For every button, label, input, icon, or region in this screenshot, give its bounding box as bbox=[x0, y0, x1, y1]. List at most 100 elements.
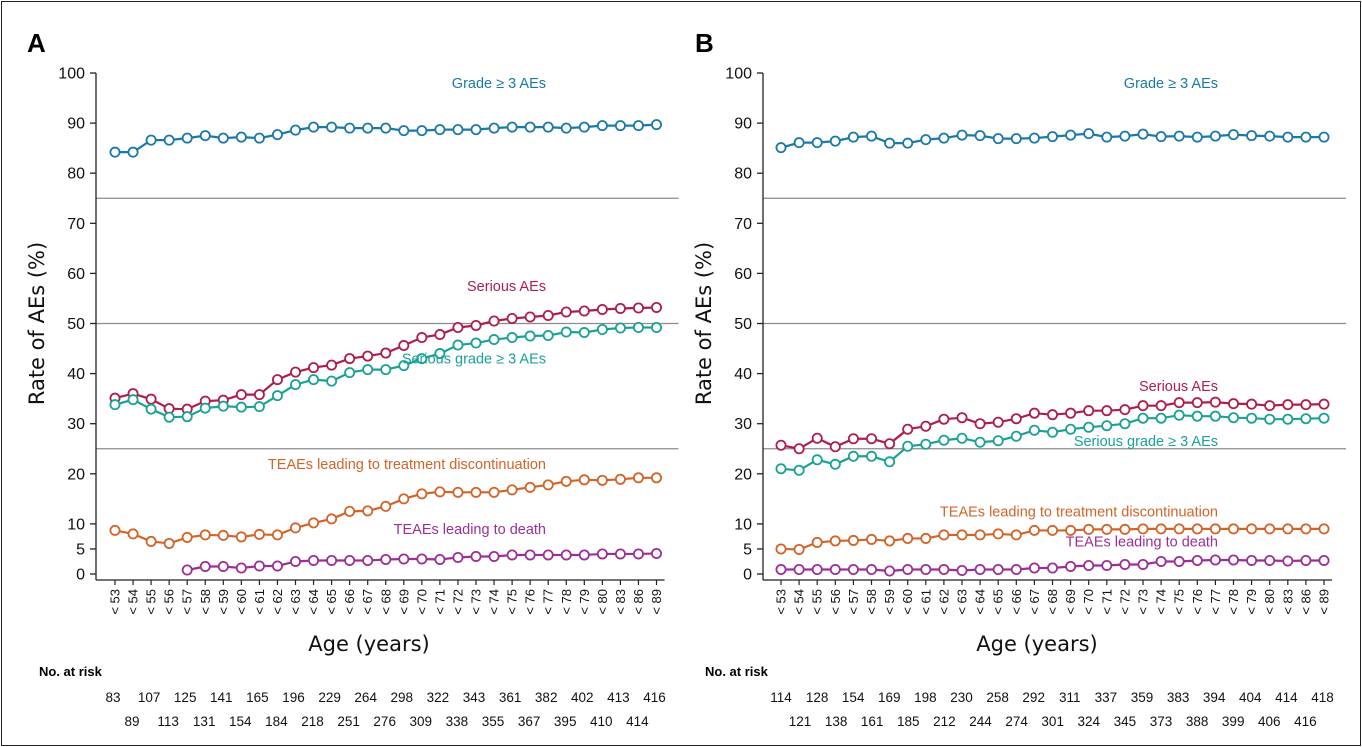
data-point bbox=[199, 560, 211, 572]
risk-value: 359 bbox=[1131, 690, 1154, 705]
data-point bbox=[163, 411, 175, 423]
y-tick-label: 60 bbox=[734, 266, 752, 283]
risk-value: 244 bbox=[969, 714, 992, 729]
data-point bbox=[253, 132, 265, 144]
data-point bbox=[145, 134, 157, 146]
x-tick-label: < 68 bbox=[378, 589, 393, 615]
data-point bbox=[596, 120, 608, 132]
data-point bbox=[829, 563, 841, 575]
data-point bbox=[1028, 132, 1040, 144]
data-point bbox=[938, 529, 950, 541]
x-tick-label: < 78 bbox=[1226, 589, 1241, 615]
data-point bbox=[992, 435, 1004, 447]
x-tick-label: < 73 bbox=[1136, 589, 1151, 615]
risk-value: 311 bbox=[1059, 690, 1081, 705]
x-tick-label: < 69 bbox=[1063, 589, 1078, 615]
data-point bbox=[884, 137, 896, 149]
risk-value: 418 bbox=[1311, 690, 1334, 705]
risk-value: 414 bbox=[626, 714, 649, 729]
risk-value: 196 bbox=[282, 690, 305, 705]
data-point bbox=[1137, 128, 1149, 140]
data-point bbox=[253, 560, 265, 572]
data-point bbox=[289, 366, 301, 378]
x-tick-label: < 55 bbox=[810, 589, 825, 615]
risk-value: 229 bbox=[318, 690, 341, 705]
data-point bbox=[866, 130, 878, 142]
data-point bbox=[524, 549, 536, 561]
data-point bbox=[811, 454, 823, 466]
data-point bbox=[452, 486, 464, 498]
data-point bbox=[1119, 558, 1131, 570]
data-point bbox=[829, 458, 841, 470]
data-point bbox=[452, 124, 464, 136]
risk-value: 414 bbox=[1275, 690, 1298, 705]
data-point bbox=[1228, 554, 1240, 566]
data-point bbox=[902, 137, 914, 149]
data-point bbox=[938, 132, 950, 144]
risk-value: 309 bbox=[410, 714, 433, 729]
data-point bbox=[181, 564, 193, 576]
data-point bbox=[1264, 130, 1276, 142]
series-label: Serious AEs bbox=[467, 279, 546, 295]
data-point bbox=[398, 553, 410, 565]
x-tick-label: < 70 bbox=[414, 589, 429, 615]
risk-value: 345 bbox=[1114, 714, 1137, 729]
data-point bbox=[920, 420, 932, 432]
data-point bbox=[253, 389, 265, 401]
data-point bbox=[398, 340, 410, 352]
x-tick-label: < 76 bbox=[1190, 589, 1205, 615]
data-point bbox=[308, 374, 320, 386]
data-point bbox=[1300, 399, 1312, 411]
data-point bbox=[344, 554, 356, 566]
y-tick-label: 0 bbox=[76, 567, 85, 584]
data-point bbox=[1101, 420, 1113, 432]
series-2: Serious grade ≥ 3 AEs bbox=[775, 409, 1330, 476]
data-point bbox=[1246, 523, 1258, 535]
risk-value: 399 bbox=[1222, 714, 1245, 729]
data-point bbox=[1010, 133, 1022, 145]
risk-value: 395 bbox=[554, 714, 577, 729]
x-tick-label: < 79 bbox=[577, 589, 592, 615]
data-point bbox=[884, 438, 896, 450]
data-point bbox=[506, 312, 518, 324]
data-point bbox=[1282, 413, 1294, 425]
data-point bbox=[253, 528, 265, 540]
series-2: Serious grade ≥ 3 AEs bbox=[109, 322, 663, 423]
x-tick-label: < 69 bbox=[396, 589, 411, 615]
data-point bbox=[452, 339, 464, 351]
data-point bbox=[326, 375, 338, 387]
data-point bbox=[380, 553, 392, 565]
data-point bbox=[434, 553, 446, 565]
data-point bbox=[1209, 396, 1221, 408]
data-point bbox=[1101, 131, 1113, 143]
y-tick-label: 10 bbox=[67, 516, 85, 533]
y-tick-label: 80 bbox=[67, 166, 85, 183]
data-point bbox=[326, 121, 338, 133]
data-point bbox=[271, 374, 283, 386]
data-point bbox=[992, 416, 1004, 428]
risk-table-title: No. at risk bbox=[39, 664, 103, 679]
data-point bbox=[1209, 130, 1221, 142]
data-point bbox=[920, 563, 932, 575]
risk-value: 251 bbox=[337, 714, 360, 729]
data-point bbox=[542, 330, 554, 342]
series-1: Serious AEs bbox=[775, 379, 1330, 455]
data-point bbox=[793, 464, 805, 476]
data-point bbox=[1264, 554, 1276, 566]
risk-value: 264 bbox=[354, 690, 377, 705]
data-point bbox=[1173, 409, 1185, 421]
data-point bbox=[902, 423, 914, 435]
data-point bbox=[992, 563, 1004, 575]
data-point bbox=[217, 529, 229, 541]
series-line bbox=[780, 414, 1325, 472]
data-point bbox=[434, 329, 446, 341]
risk-value: 413 bbox=[607, 690, 630, 705]
data-point bbox=[1137, 523, 1149, 535]
y-tick-label: 100 bbox=[725, 66, 752, 83]
data-point bbox=[956, 412, 968, 424]
data-point bbox=[253, 401, 265, 413]
y-tick-label: 70 bbox=[67, 216, 85, 233]
series-4: TEAEs leading to death bbox=[181, 522, 663, 576]
risk-value: 373 bbox=[1150, 714, 1173, 729]
series-3: TEAEs leading to treatment discontinuati… bbox=[775, 504, 1330, 555]
